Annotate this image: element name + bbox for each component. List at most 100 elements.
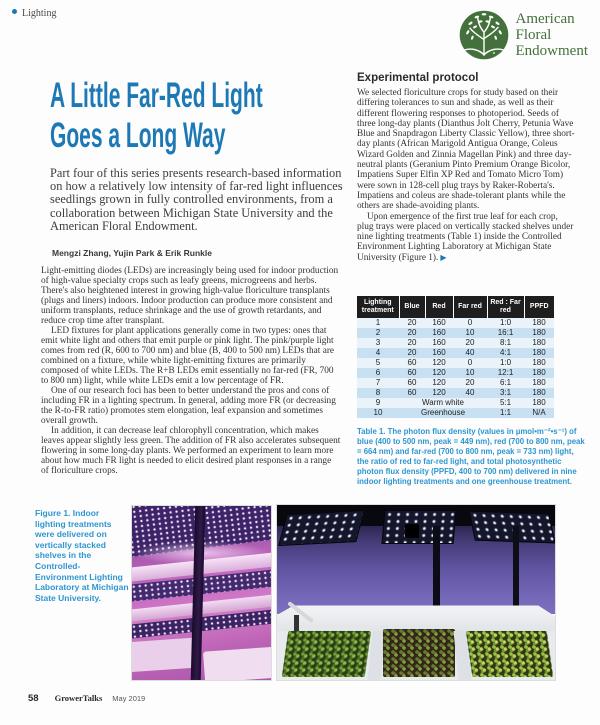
table-cell: 7 xyxy=(357,378,399,388)
table-header-row: Lighting treatment Blue Red Far red Red : Fa… xyxy=(357,296,554,318)
article-title: A Little Far-Red Light Goes a Long Way xyxy=(50,76,263,156)
continuation-arrow-icon: ▶ xyxy=(438,252,447,262)
table-cell: 1:0 xyxy=(487,318,524,328)
table-cell: 160 xyxy=(425,318,453,328)
table-cell: 20 xyxy=(399,338,425,348)
table-cell: 0 xyxy=(453,358,487,368)
body-paragraph: One of our research foci has been to bet… xyxy=(41,386,336,426)
table-cell: 160 xyxy=(425,328,453,338)
table-cell: 180 xyxy=(524,388,554,398)
table-cell: 180 xyxy=(524,338,554,348)
rack-post xyxy=(432,526,440,617)
table-row: 4 20 160 40 4:1 180 xyxy=(357,348,554,358)
page-footer: 58 GrowerTalks May 2019 xyxy=(28,693,145,704)
figure-photo-rack xyxy=(131,505,272,681)
article-byline: Mengzi Zhang, Yujin Park & Erik Runkle xyxy=(52,248,212,258)
table-cell: 1 xyxy=(357,318,399,328)
table-cell: 180 xyxy=(524,328,554,338)
table-header-cell: Lighting treatment xyxy=(357,296,400,318)
table-cell: 120 xyxy=(425,378,453,388)
table-cell: 180 xyxy=(524,318,554,328)
article-title-line2: Goes a Long Way xyxy=(50,116,226,155)
table-cell: Warm white xyxy=(399,398,487,408)
afe-logo-line: Floral xyxy=(515,27,552,43)
table-cell: 20 xyxy=(453,338,487,348)
table-cell: 20 xyxy=(399,318,425,328)
table-cell: 180 xyxy=(524,398,554,408)
rack-post xyxy=(513,526,519,607)
seedling-tray xyxy=(382,629,455,677)
table-cell: 9 xyxy=(357,398,399,408)
table-cell: 40 xyxy=(453,388,487,398)
table-cell: 120 xyxy=(425,368,453,378)
table-row: 6 60 120 10 12:1 180 xyxy=(357,368,554,378)
issue-date: May 2019 xyxy=(112,694,146,703)
table-cell: 160 xyxy=(425,338,453,348)
table-cell: 40 xyxy=(453,348,487,358)
table-cell: 10 xyxy=(453,328,487,338)
section-label: Lighting xyxy=(12,8,56,19)
table-cell: 10 xyxy=(453,368,487,378)
lighting-treatments-table: Lighting treatment Blue Red Far red Red : Fa… xyxy=(357,296,554,418)
table-cell: 1:1 xyxy=(487,408,524,418)
afe-logo-line: American xyxy=(515,11,575,27)
afe-logo: American Floral Endowment xyxy=(457,8,589,62)
grow-tray xyxy=(132,637,197,672)
body-paragraph: LED fixtures for plant applications gene… xyxy=(41,326,335,386)
led-panel xyxy=(277,510,365,546)
afe-logo-line: Endowment xyxy=(515,43,589,59)
protocol-paragraph: We selected floriculture crops for study… xyxy=(357,88,575,212)
section-bullet-icon xyxy=(12,9,17,14)
table-cell: 0 xyxy=(453,318,487,328)
table-cell: 60 xyxy=(399,388,425,398)
table-row: 7 60 120 20 6:1 180 xyxy=(357,378,554,388)
page-number: 58 xyxy=(28,693,39,704)
table-cell: 12:1 xyxy=(487,368,524,378)
camera-mount xyxy=(404,524,419,539)
table-cell: 60 xyxy=(399,358,425,368)
table-cell: 6 xyxy=(357,368,399,378)
table-cell: 180 xyxy=(524,368,554,378)
table-row: 8 60 120 40 3:1 180 xyxy=(357,388,554,398)
afe-tree-icon xyxy=(459,10,508,60)
protocol-heading: Experimental protocol xyxy=(357,72,479,84)
table-cell: Greenhouse xyxy=(399,408,487,418)
body-paragraph: Light-emitting diodes (LEDs) are increas… xyxy=(41,266,339,326)
table-cell: 120 xyxy=(425,358,453,368)
table-header-cell: Red xyxy=(425,296,454,318)
seedling-tray xyxy=(282,631,372,677)
table-cell: 60 xyxy=(399,378,425,388)
grow-tray xyxy=(203,645,271,680)
table-cell: 180 xyxy=(524,348,554,358)
table-cell: 6:1 xyxy=(487,378,524,388)
table-cell: 4:1 xyxy=(487,348,524,358)
table-row: 10 Greenhouse 1:1 N/A xyxy=(357,408,554,418)
table-cell: 20 xyxy=(399,348,425,358)
table-cell: 160 xyxy=(425,348,453,358)
table-cell: 20 xyxy=(399,328,425,338)
table-cell: 2 xyxy=(357,328,399,338)
table-cell: 5 xyxy=(357,358,399,368)
magazine-name: GrowerTalks xyxy=(54,693,103,703)
table-header-cell: Blue xyxy=(399,296,426,318)
protocol-paragraphs: We selected floriculture crops for study… xyxy=(357,88,575,263)
table-cell: 60 xyxy=(399,368,425,378)
article-title-line1: A Little Far-Red Light xyxy=(50,76,263,115)
table-row: 1 20 160 0 1:0 180 xyxy=(357,318,554,328)
table-cell: 180 xyxy=(524,378,554,388)
table-cell: 3 xyxy=(357,338,399,348)
table-caption: Table 1. The photon flux density (values… xyxy=(357,427,585,486)
table-row: 5 60 120 0 1:0 180 xyxy=(357,358,554,368)
seedling-tray xyxy=(465,631,553,677)
table-cell: 5:1 xyxy=(487,398,524,408)
table-cell: 1:0 xyxy=(487,358,524,368)
table-cell: 3:1 xyxy=(487,388,524,398)
table-cell: 10 xyxy=(357,408,399,418)
figure-photo-grow-room xyxy=(276,504,556,681)
table-cell: 4 xyxy=(357,348,399,358)
section-label-text: Lighting xyxy=(22,8,57,19)
table-cell: 16:1 xyxy=(487,328,524,338)
article-body: Light-emitting diodes (LEDs) are increas… xyxy=(41,266,341,476)
table-cell: 20 xyxy=(453,378,487,388)
afe-logo-text: American Floral Endowment xyxy=(516,11,589,59)
